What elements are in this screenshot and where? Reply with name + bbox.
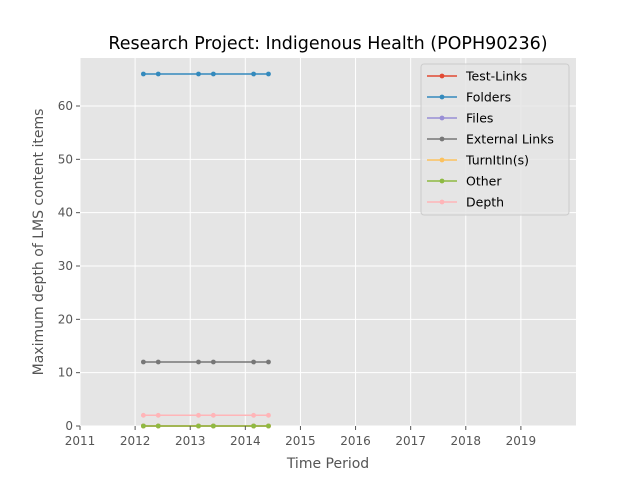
legend-entry-label: Files [466,111,493,126]
x-tick-label: 2016 [340,434,371,448]
data-point [196,412,201,418]
x-axis-label: Time Period [286,456,369,472]
y-tick-label: 60 [58,99,73,113]
series-layer [140,71,271,429]
legend-entry-label: Depth [466,195,504,210]
data-point [251,359,256,365]
data-point [210,412,216,418]
y-tick-label: 0 [65,419,73,433]
legend-swatch-marker [439,73,445,79]
data-point [155,359,161,365]
data-point [251,71,256,77]
data-point [140,423,146,429]
data-point [196,423,201,429]
data-point [266,412,271,418]
y-axis-label: Maximum depth of LMS content items [31,109,47,376]
x-tick-label: 2018 [451,434,482,448]
data-point [155,412,161,418]
x-tick-label: 2014 [230,434,261,448]
legend: Test-Links Folders Files External Links Turn… [420,63,570,216]
y-tick-label: 50 [58,152,73,166]
y-tick-label: 30 [58,259,73,273]
legend-entry-label: External Links [466,132,554,147]
legend-entry-label: TurnItIn(s) [465,153,529,168]
x-axis-ticks: 2011 2012 2013 2014 2015 2016 2017 2018 2019 [65,426,536,448]
data-point [266,71,271,77]
data-point [196,359,201,365]
x-tick-label: 2012 [120,434,151,448]
legend-swatch-marker [439,178,445,184]
legend-swatch-marker [439,94,445,100]
data-point [266,423,271,429]
data-point [155,423,161,429]
x-tick-label: 2013 [175,434,206,448]
x-tick-label: 2011 [65,434,96,448]
data-point [210,359,216,365]
y-axis-ticks: 0 10 20 30 40 50 60 [58,99,80,433]
legend-swatch-marker [439,199,445,205]
legend-entry-label: Other [466,174,502,189]
y-tick-label: 20 [58,312,73,326]
x-tick-label: 2017 [395,434,426,448]
legend-box [420,63,570,216]
chart-title: Research Project: Indigenous Health (POP… [108,34,547,54]
data-point [155,71,161,77]
data-point [251,412,256,418]
data-point [140,71,146,77]
data-point [140,359,146,365]
data-point [140,412,146,418]
x-tick-label: 2015 [285,434,316,448]
legend-swatch-marker [439,136,445,142]
data-point [266,359,271,365]
legend-swatch-marker [439,115,445,121]
y-tick-label: 10 [58,366,73,380]
data-point [210,423,216,429]
data-point [196,71,201,77]
data-point [210,71,216,77]
legend-swatch-marker [439,157,445,163]
data-point [251,423,256,429]
legend-entry-label: Folders [466,90,511,105]
x-tick-label: 2019 [506,434,537,448]
y-tick-label: 40 [58,206,73,220]
legend-entry-label: Test-Links [465,69,527,84]
